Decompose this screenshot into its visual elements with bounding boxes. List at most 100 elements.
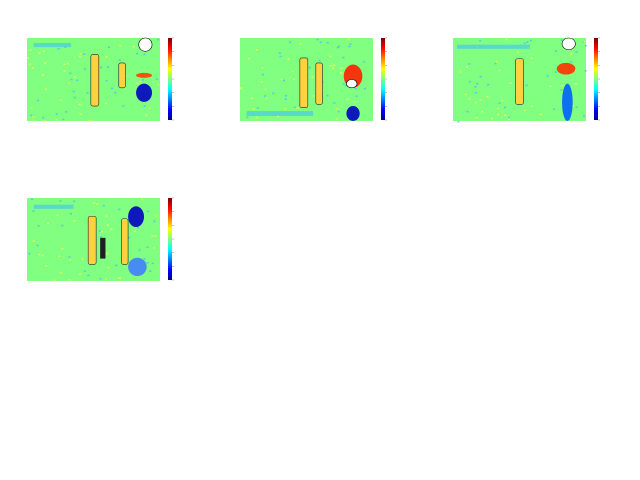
heatmap-speckle <box>256 116 259 119</box>
heatmap-ridge <box>121 218 129 265</box>
heatmap-speckle <box>61 224 64 227</box>
heatmap-speckle <box>73 96 76 99</box>
heatmap-speckle <box>571 105 574 107</box>
heatmap-hotspot <box>136 83 153 102</box>
heatmap-speckle <box>475 101 477 104</box>
heatmap-speckle <box>282 79 285 82</box>
heatmap-speckle <box>496 107 499 110</box>
heatmap-hotspot <box>128 206 145 228</box>
heatmap-speckle <box>153 220 156 222</box>
heatmap-speckle <box>504 114 507 116</box>
heatmap-speckle <box>143 258 146 260</box>
heatmap-speckle <box>122 105 125 107</box>
heatmap-speckle <box>72 90 75 93</box>
heatmap-speckle <box>329 65 332 67</box>
heatmap-speckle <box>108 46 110 49</box>
heatmap-speckle <box>490 117 493 120</box>
heatmap-speckle <box>157 38 159 41</box>
heatmap-speckle <box>42 116 45 119</box>
heatmap-speckle <box>240 87 243 89</box>
heatmap-speckle-band <box>456 44 531 49</box>
heatmap-ridge <box>515 58 524 105</box>
heatmap-ridge <box>315 62 323 105</box>
heatmap-speckle <box>38 253 41 256</box>
heatmap-speckle <box>119 44 122 47</box>
heatmap-speckle <box>346 98 349 101</box>
heatmap-speckle <box>32 120 35 123</box>
heatmap-speckle <box>81 258 84 260</box>
heatmap-speckle <box>151 262 154 265</box>
heatmap-speckle <box>83 53 85 55</box>
heatmap-speckle <box>63 63 66 65</box>
heatmap-speckle <box>326 94 329 97</box>
heatmap-speckle <box>62 118 65 121</box>
heatmap-hotspot <box>128 257 147 277</box>
heatmap-speckle <box>56 214 59 217</box>
heatmap-speckle <box>156 78 159 80</box>
heatmap-speckle <box>299 43 302 45</box>
colorbar <box>168 38 172 120</box>
heatmap-speckle <box>494 62 497 65</box>
heatmap-speckle <box>479 76 482 78</box>
heatmap-speckle <box>37 225 40 227</box>
heatmap-speckle <box>508 118 511 121</box>
heatmap-hotspot <box>556 62 576 75</box>
heatmap-ridge <box>118 62 126 89</box>
heatmap-ridge <box>299 57 309 109</box>
heatmap-speckle <box>107 266 110 269</box>
heatmap-speckle <box>570 53 573 55</box>
heatmap-speckle <box>468 98 471 100</box>
heatmap-speckle <box>73 220 76 222</box>
heatmap-speckle <box>336 46 339 49</box>
heatmap-speckle <box>508 116 511 119</box>
heatmap-speckle <box>78 103 81 105</box>
heatmap-speckle <box>30 107 33 109</box>
heatmap-speckle <box>61 247 64 250</box>
heatmap-speckle <box>337 110 340 113</box>
heatmap-speckle <box>526 41 529 43</box>
heatmap-speckle <box>261 73 264 76</box>
heatmap-halo <box>346 79 358 89</box>
heatmap-speckle <box>555 50 558 52</box>
heatmap-dark-block <box>100 237 106 259</box>
heatmap-speckle <box>362 61 365 63</box>
heatmap-speckle <box>468 80 471 83</box>
heatmap-speckle <box>55 118 58 121</box>
heatmap-speckle <box>37 99 39 102</box>
heatmap-speckle <box>337 45 340 48</box>
heatmap-speckle <box>83 68 86 70</box>
heatmap-speckle <box>296 107 299 109</box>
heatmap-speckle <box>118 208 121 211</box>
heatmap-speckle <box>69 72 72 75</box>
heatmap-speckle <box>79 113 82 115</box>
heatmap-speckle <box>136 52 138 55</box>
heatmap-speckle <box>264 88 267 91</box>
heatmap-speckle <box>261 67 264 69</box>
heatmap-speckle <box>584 45 587 47</box>
heatmap-speckle <box>476 82 479 85</box>
heatmap-speckle <box>146 246 149 249</box>
heatmap-speckle <box>83 270 86 272</box>
heatmap-speckle <box>481 110 484 113</box>
heatmap-speckle <box>42 120 45 122</box>
heatmap-speckle <box>79 53 82 55</box>
heatmap-speckle <box>497 113 500 116</box>
heatmap-speckle <box>495 60 498 63</box>
heatmap-speckle <box>342 83 345 85</box>
heatmap-speckle <box>93 202 96 204</box>
heatmap-speckle <box>53 279 56 281</box>
heatmap-speckle <box>65 111 68 113</box>
heatmap-speckle <box>333 64 336 66</box>
heatmap-speckle <box>107 66 110 68</box>
heatmap-speckle <box>326 42 329 44</box>
heatmap-speckle <box>29 49 32 51</box>
heatmap-ridge <box>87 215 97 265</box>
heatmap-speckle <box>575 51 578 53</box>
heatmap-panel <box>27 197 174 281</box>
heatmap-speckle <box>332 67 334 70</box>
heatmap-speckle <box>59 200 62 202</box>
colorbar <box>381 38 385 120</box>
heatmap-speckle <box>349 43 352 45</box>
heatmap-speckle <box>335 107 338 110</box>
